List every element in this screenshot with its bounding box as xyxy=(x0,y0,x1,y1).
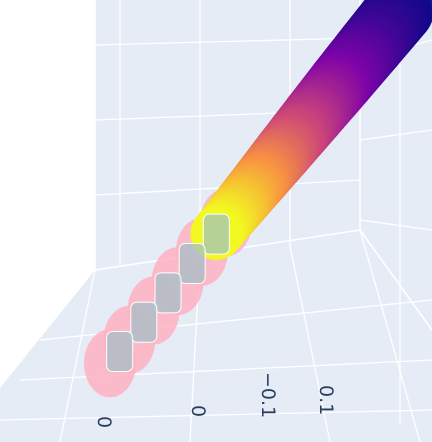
grid-line xyxy=(359,129,432,141)
x-tick-label: 0.1 xyxy=(315,385,337,415)
teal-marker xyxy=(202,213,230,255)
tick-labels: 0.1 −0.1 0 0 xyxy=(93,372,337,428)
grid-line xyxy=(359,219,432,231)
grid-line xyxy=(94,37,361,46)
grid-line xyxy=(289,245,331,442)
axis-edge xyxy=(359,229,432,331)
grid-line xyxy=(359,229,421,442)
trace-layer xyxy=(84,0,432,398)
x-tick-label: −0.1 xyxy=(257,372,279,418)
z-tick-label: 0 xyxy=(93,416,115,428)
teal-marker xyxy=(154,272,182,314)
grid-line xyxy=(59,269,96,442)
teal-marker xyxy=(130,301,158,343)
back-wall-pane xyxy=(95,0,360,270)
teal-marker xyxy=(178,243,206,285)
grid-line xyxy=(0,409,432,421)
x-tick-label: 0 xyxy=(187,405,209,417)
teal-marker xyxy=(106,331,134,373)
